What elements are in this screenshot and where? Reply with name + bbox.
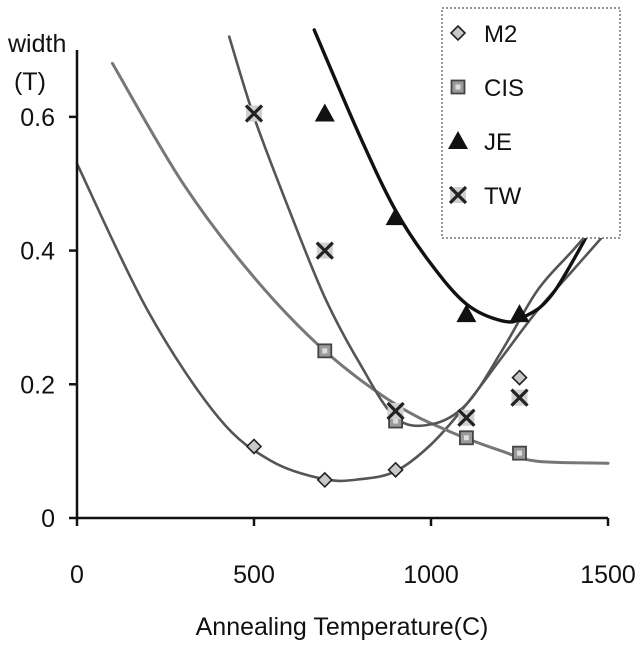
x-marker-cross bbox=[457, 408, 476, 427]
data-point-tw bbox=[244, 104, 264, 123]
legend-marker-je bbox=[448, 131, 468, 149]
legend-marker-m2 bbox=[449, 24, 467, 42]
square-marker-inner bbox=[455, 84, 461, 90]
data-point-tw bbox=[510, 388, 529, 407]
data-point-m2 bbox=[511, 369, 528, 386]
data-point-tw bbox=[386, 401, 405, 421]
data-point-m2 bbox=[387, 461, 404, 478]
triangle-marker-shape bbox=[448, 131, 468, 149]
x-tick-label: 0 bbox=[70, 561, 84, 589]
legend-label-tw: TW bbox=[484, 183, 522, 210]
legend-marker-cis bbox=[450, 79, 466, 95]
diamond-marker-shape bbox=[245, 438, 263, 455]
y-axis-title-line2: (T) bbox=[14, 68, 46, 96]
axes: 0 0.2 0.4 0.6 0 500 1000 1500 bbox=[20, 50, 636, 589]
square-marker-inner bbox=[463, 435, 469, 441]
legend-label-cis: CIS bbox=[484, 75, 524, 102]
fit-curve-m2 bbox=[75, 162, 610, 483]
triangle-marker-shape bbox=[509, 304, 530, 323]
triangle-marker-shape bbox=[385, 207, 406, 226]
square-marker-inner bbox=[393, 418, 399, 424]
y-axis-title-line1: width bbox=[7, 30, 66, 58]
y-ticks: 0 0.2 0.4 0.6 bbox=[20, 104, 77, 533]
x-marker-cross bbox=[244, 104, 264, 123]
x-marker-cross bbox=[315, 241, 334, 260]
data-point-cis bbox=[512, 445, 527, 461]
x-ticks: 0 500 1000 1500 bbox=[70, 518, 636, 589]
legend-marker-tw bbox=[448, 185, 468, 205]
data-point-je bbox=[456, 304, 477, 323]
x-marker-cross bbox=[448, 185, 468, 205]
x-axis-title: Annealing Temperature(C) bbox=[196, 613, 489, 641]
y-tick-label: 0.6 bbox=[20, 104, 55, 132]
diamond-marker-shape bbox=[449, 24, 467, 42]
triangle-marker-shape bbox=[314, 103, 335, 122]
x-tick-label: 1000 bbox=[403, 561, 459, 589]
fit-curve-je bbox=[312, 28, 610, 324]
data-point-tw bbox=[315, 241, 334, 260]
data-point-je bbox=[314, 103, 335, 122]
x-marker-cross bbox=[510, 388, 529, 407]
diamond-marker-shape bbox=[511, 369, 528, 386]
x-tick-label: 1500 bbox=[580, 561, 636, 589]
data-point-tw bbox=[457, 408, 476, 427]
data-markers bbox=[244, 103, 530, 489]
square-marker-inner bbox=[517, 450, 522, 456]
diamond-marker-shape bbox=[387, 461, 404, 478]
data-point-je bbox=[509, 304, 530, 323]
data-point-je bbox=[385, 207, 406, 226]
y-tick-label: 0.4 bbox=[20, 238, 55, 266]
x-tick-label: 500 bbox=[233, 561, 275, 589]
y-tick-label: 0 bbox=[41, 505, 55, 533]
legend-label-je: JE bbox=[484, 129, 512, 156]
data-point-cis bbox=[317, 343, 333, 359]
data-point-m2 bbox=[316, 471, 333, 489]
square-marker-inner bbox=[322, 348, 328, 354]
legend-label-m2: M2 bbox=[484, 21, 517, 48]
triangle-marker-shape bbox=[456, 304, 477, 323]
data-point-m2 bbox=[245, 438, 263, 455]
y-tick-label: 0.2 bbox=[20, 371, 55, 399]
legend-box bbox=[441, 7, 621, 239]
x-marker-cross bbox=[386, 401, 405, 421]
data-point-cis bbox=[458, 430, 474, 446]
legend: M2 CIS JE TW bbox=[441, 7, 621, 239]
diamond-marker-shape bbox=[316, 471, 333, 489]
